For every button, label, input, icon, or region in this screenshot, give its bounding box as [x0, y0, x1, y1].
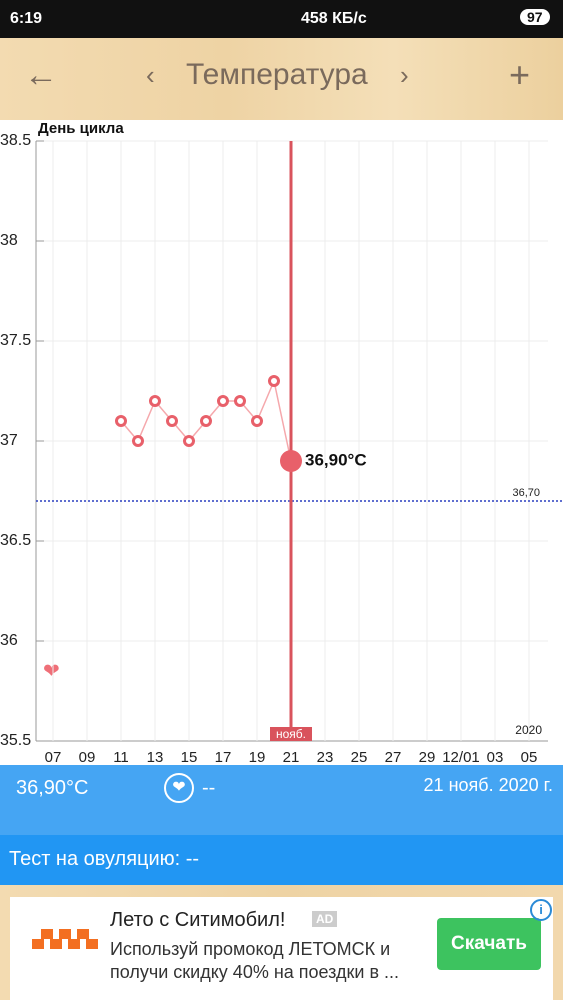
symptom: -- [202, 777, 216, 799]
axis-title: День цикла [38, 120, 124, 137]
x-tick-label: 19 [249, 749, 266, 765]
ad-button[interactable]: Скачать [437, 918, 541, 970]
x-tick-label: 21 [283, 749, 300, 765]
y-tick-label: 38 [0, 232, 18, 249]
x-tick-label: 15 [181, 749, 198, 765]
temperature: 36,90°C [16, 777, 89, 799]
heart-button[interactable]: ❤ [164, 773, 194, 803]
year-label: 2020 [515, 723, 542, 737]
point [268, 375, 280, 387]
status-bar: 6:19 458 КБ/с 97 [0, 0, 563, 38]
point [200, 415, 212, 427]
y-tick-label: 35.5 [0, 732, 31, 749]
point [234, 395, 246, 407]
chart: День цикла ❤ 35.5 36 36.5 37 37.5 38 38.5 07 09 1… [0, 120, 563, 765]
x-tick-label: 27 [385, 749, 402, 765]
ad-text: Используй промокод ЛЕТОМСК и [110, 939, 391, 959]
time: 6:19 [10, 10, 43, 27]
month-label-bg [270, 727, 312, 741]
x-tick-label: 05 [521, 749, 538, 765]
x-tick-label: 23 [317, 749, 334, 765]
point [115, 415, 127, 427]
x-tick-label: 11 [113, 749, 129, 765]
x-tick-label: 17 [215, 749, 232, 765]
value-label: 36,90°C [305, 450, 367, 469]
x-tick-label: 12/01 [442, 749, 480, 765]
prev-button[interactable]: ‹ [146, 60, 155, 90]
ad-text: получи скидку 40% на поездки в ... [110, 962, 400, 982]
point [149, 395, 161, 407]
x-tick-label: 25 [351, 749, 368, 765]
y-tick-label: 37.5 [0, 332, 31, 349]
x-tick-label: 07 [45, 749, 62, 765]
point [183, 435, 195, 447]
header: ← ‹ Температура › + [0, 38, 563, 120]
month-label: нояб. [276, 727, 306, 741]
x-tick-label: 03 [487, 749, 504, 765]
point [217, 395, 229, 407]
y-tick-label: 37 [0, 432, 18, 449]
ad-card[interactable]: Лето с Ситимобил! AD Используй промокод … [10, 897, 553, 1000]
date: 21 нояб. 2020 г. [423, 775, 553, 795]
selected-point [280, 450, 302, 472]
point [251, 415, 263, 427]
y-tick-label: 36.5 [0, 532, 31, 549]
point [132, 435, 144, 447]
next-button[interactable]: › [400, 60, 409, 90]
back-button[interactable]: ← [24, 56, 58, 94]
point [166, 415, 178, 427]
heart-icon: ❤ [43, 660, 60, 682]
y-tick-label: 36 [0, 632, 18, 649]
ad-badge: AD [312, 911, 338, 927]
network-speed: 458 КБ/с [301, 10, 367, 27]
ad-title: Лето с Ситимобил! [110, 909, 286, 931]
x-tick-label: 09 [79, 749, 96, 765]
ovulation-test: Тест на овуляцию: -- [9, 848, 200, 870]
cover-line-label: 36,70 [512, 487, 540, 499]
y-tick-label: 38.5 [0, 132, 31, 149]
ovulation-bar: Тест на овуляцию: -- [0, 835, 563, 885]
battery: 97 [520, 9, 550, 25]
title: Температура [186, 58, 368, 91]
x-tick-label: 13 [147, 749, 164, 765]
x-tick-label: 29 [419, 749, 436, 765]
ad-info[interactable]: i [530, 899, 552, 921]
info-bar: 36,90°C ❤ -- 21 нояб. 2020 г. [0, 765, 563, 835]
add-button[interactable]: + [509, 54, 531, 95]
ad-logo [32, 929, 98, 949]
